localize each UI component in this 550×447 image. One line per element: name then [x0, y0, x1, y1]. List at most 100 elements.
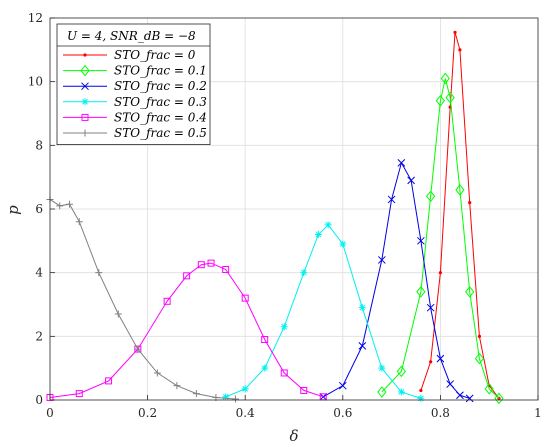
- data-point: [468, 201, 472, 205]
- legend-swatch-marker: [81, 113, 89, 121]
- data-point: [56, 202, 64, 210]
- data-point: [416, 285, 426, 298]
- data-point: [436, 354, 445, 363]
- x-tick-label: 1: [534, 406, 542, 420]
- legend-swatch-marker: [81, 129, 89, 137]
- legend-entry-label: STO_frac = 0.3: [114, 95, 207, 109]
- data-point: [261, 336, 269, 344]
- data-point: [494, 392, 504, 405]
- data-point: [438, 271, 442, 275]
- legend-swatch-marker: [80, 64, 90, 77]
- data-point: [477, 334, 482, 338]
- legend-entry-label: STO_frac = 0: [114, 48, 196, 62]
- data-point: [440, 72, 450, 85]
- series-2: [319, 158, 474, 403]
- legend-swatch-marker: [81, 82, 89, 91]
- legend-entry-label: STO_frac = 0.2: [114, 79, 207, 93]
- data-point: [377, 386, 387, 398]
- data-point: [75, 218, 83, 226]
- data-point: [429, 360, 433, 364]
- data-point: [397, 388, 405, 396]
- data-point: [435, 94, 446, 107]
- data-point: [377, 256, 386, 264]
- plot-frame: [49, 17, 539, 401]
- data-point: [231, 395, 239, 403]
- data-point: [358, 342, 367, 350]
- data-point: [314, 230, 322, 238]
- series-line-4: [49, 262, 324, 398]
- data-point: [183, 272, 191, 280]
- series-5: [46, 195, 239, 403]
- data-point: [95, 269, 103, 277]
- data-point: [453, 30, 457, 34]
- data-point: [222, 265, 230, 273]
- data-point: [455, 184, 465, 196]
- data-point: [261, 364, 269, 372]
- data-point: [163, 297, 171, 305]
- data-point: [114, 310, 122, 318]
- y-axis-label: p: [4, 205, 22, 215]
- data-point: [474, 352, 485, 365]
- legend-entry-label: STO_frac = 0.4: [114, 110, 207, 124]
- series-3: [222, 221, 425, 402]
- data-point: [446, 380, 455, 388]
- data-point: [396, 365, 407, 378]
- series-line-1: [381, 78, 500, 399]
- data-point: [192, 390, 200, 398]
- grid-lines: [50, 18, 538, 400]
- y-tick-label: 4: [35, 266, 43, 280]
- data-point: [222, 393, 230, 401]
- series-line-3: [225, 224, 422, 399]
- y-tick-label: 8: [35, 138, 43, 152]
- data-point: [419, 388, 423, 393]
- y-tick-label: 6: [35, 202, 43, 216]
- x-tick-label: 0.4: [236, 406, 255, 420]
- x-axis-label: δ: [289, 427, 298, 445]
- data-point: [458, 48, 462, 52]
- x-tick-label: 0: [46, 406, 54, 420]
- data-point: [484, 383, 494, 395]
- data-point: [134, 345, 142, 353]
- data-point: [241, 294, 249, 302]
- data-point: [173, 382, 181, 390]
- data-point: [105, 377, 113, 385]
- data-point: [280, 323, 288, 331]
- data-point: [197, 261, 205, 269]
- data-point: [358, 304, 366, 312]
- data-point: [300, 269, 308, 277]
- data-point: [445, 91, 455, 104]
- legend-swatch-marker: [83, 53, 87, 57]
- data-point: [387, 195, 396, 204]
- data-point: [339, 240, 347, 248]
- data-point: [280, 369, 288, 377]
- legend-entry-label: STO_frac = 0.5: [114, 126, 207, 140]
- data-point: [465, 285, 475, 298]
- data-point: [407, 176, 415, 185]
- data-point: [338, 381, 347, 390]
- series-0: [419, 30, 501, 401]
- data-point: [465, 394, 474, 403]
- y-tick-label: 0: [35, 393, 43, 407]
- data-point: [397, 158, 406, 167]
- legend-title: U = 4, SNR_dB = −8: [67, 29, 196, 43]
- data-point: [417, 394, 425, 402]
- data-point: [324, 221, 332, 229]
- data-point: [456, 391, 464, 400]
- y-tick-label: 2: [35, 329, 43, 343]
- series-4: [46, 259, 327, 401]
- data-point: [66, 200, 74, 208]
- series-line-0: [420, 32, 500, 399]
- data-point: [378, 364, 386, 372]
- data-point: [417, 236, 425, 245]
- data-point: [300, 386, 308, 394]
- x-tick-label: 0.8: [431, 406, 450, 420]
- legend: U = 4, SNR_dB = −8 STO_frac = 0 STO_frac =…: [56, 23, 211, 145]
- series-group: [46, 30, 504, 405]
- data-point: [425, 190, 436, 203]
- series-1: [377, 72, 504, 405]
- x-tick-label: 0.2: [138, 406, 157, 420]
- data-point: [153, 369, 161, 377]
- data-point: [207, 259, 215, 267]
